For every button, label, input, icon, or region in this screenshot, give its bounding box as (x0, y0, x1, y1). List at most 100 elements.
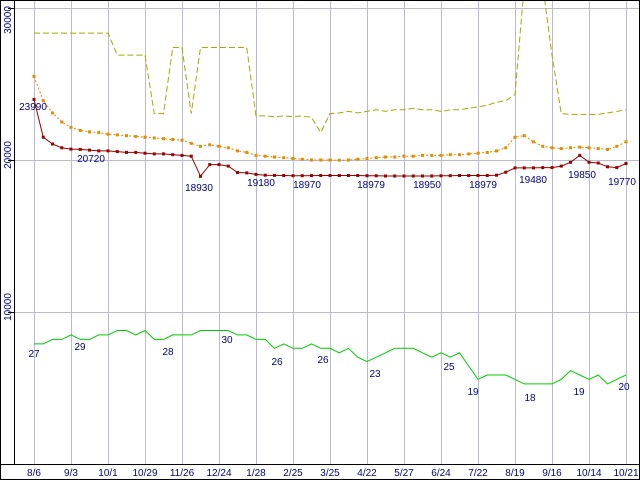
average-price-marker (467, 152, 471, 156)
average-price-marker (550, 146, 554, 150)
average-price-marker (32, 74, 36, 78)
lowest-price-marker (32, 97, 36, 101)
average-price-marker (347, 158, 350, 162)
x-tick-label: 2/25 (283, 468, 303, 479)
lowest-price-marker (587, 160, 591, 164)
average-price-marker (411, 154, 415, 158)
lowest-price-marker (199, 174, 202, 178)
average-price-marker (319, 158, 323, 162)
x-tick-label: 10/1 (98, 468, 118, 479)
lowest-price-marker (606, 165, 609, 169)
price-label: 18979 (469, 180, 497, 191)
average-price-marker (217, 144, 221, 148)
lowest-price-marker (226, 164, 230, 168)
count-label: 18 (524, 393, 536, 404)
lowest-price-marker (365, 174, 369, 178)
average-price-marker (41, 99, 45, 103)
lowest-price-marker (254, 172, 258, 176)
lowest-price-marker (439, 174, 443, 178)
average-price-marker (115, 133, 119, 137)
lowest-price-marker (282, 174, 286, 177)
average-price-marker (402, 154, 406, 158)
lowest-price-marker (393, 174, 397, 178)
lowest-price-marker (291, 174, 295, 178)
average-price-marker (430, 153, 434, 157)
lowest-price-marker (41, 135, 45, 139)
average-price-marker (300, 157, 304, 161)
lowest-price-marker (60, 146, 64, 150)
average-price-marker (189, 141, 193, 145)
average-price-marker (541, 144, 545, 148)
average-price-marker (532, 140, 535, 144)
lowest-price-marker (615, 166, 619, 170)
average-price-marker (328, 158, 332, 162)
average-price-marker (236, 149, 239, 153)
average-price-marker (254, 153, 258, 157)
lowest-price-marker (78, 147, 82, 151)
average-price-marker (263, 154, 267, 158)
average-price-marker (51, 111, 54, 115)
lowest-price-marker (115, 150, 119, 154)
price-label: 23990 (19, 102, 47, 113)
lowest-price-marker (263, 173, 267, 177)
average-price-marker (208, 143, 212, 147)
lowest-price-marker (384, 174, 387, 178)
x-tick-label: 1/28 (246, 468, 266, 479)
lowest-price-marker (402, 174, 406, 178)
y-tick-label: 10000 (3, 293, 14, 321)
average-price-marker (485, 150, 489, 154)
count-label: 23 (369, 369, 381, 380)
average-price-marker (374, 156, 378, 160)
lowest-price-marker (448, 174, 452, 178)
count-label: 20 (618, 382, 630, 393)
average-price-marker (606, 147, 609, 151)
lowest-price-marker (208, 163, 212, 167)
count-label: 27 (28, 349, 40, 360)
average-price-marker (78, 128, 82, 132)
average-price-marker (458, 153, 461, 157)
x-tick-label: 8/6 (27, 468, 41, 479)
lowest-price-marker (189, 154, 193, 158)
count-point-labels: 27 29 28 30 26 26 23 25 19 18 19 20 (28, 335, 630, 404)
lowest-price-marker (596, 161, 600, 165)
lowest-price-marker (569, 160, 572, 164)
average-price-marker (199, 144, 202, 148)
lowest-price-marker (162, 152, 165, 156)
price-label: 18950 (413, 180, 441, 191)
x-tick-label: 9/16 (542, 468, 562, 479)
lowest-price-marker (69, 147, 73, 151)
average-price-marker (578, 145, 582, 149)
lowest-price-marker (430, 174, 434, 178)
lowest-price-marker (421, 174, 424, 178)
price-label: 19770 (608, 177, 636, 188)
highest-price-series (34, 0, 627, 134)
lowest-price-marker (541, 166, 545, 170)
average-price-marker (143, 135, 147, 139)
average-price-marker (226, 146, 230, 150)
average-price-marker (282, 156, 286, 160)
average-price-marker (337, 158, 341, 162)
average-price-marker (596, 147, 600, 151)
average-price-marker (559, 147, 563, 151)
x-tick-label: 4/22 (357, 468, 377, 479)
gridlines (14, 0, 640, 464)
lowest-price-marker (134, 150, 138, 154)
average-price-marker (495, 149, 498, 153)
x-tick-label: 10/14 (576, 468, 601, 479)
x-tick-label: 9/3 (64, 468, 78, 479)
average-price-marker (152, 136, 156, 140)
lowest-price-marker (374, 174, 378, 178)
x-tick-label: 10/29 (132, 468, 157, 479)
price-label: 19180 (247, 178, 275, 189)
lowest-price-marker (51, 142, 54, 146)
average-price-marker (615, 144, 619, 148)
average-price-marker (587, 146, 591, 150)
lowest-price-marker (411, 174, 415, 178)
average-price-marker (513, 135, 517, 139)
average-price-marker (365, 157, 369, 160)
lowest-price-marker (180, 153, 184, 157)
lowest-price-marker (522, 166, 526, 170)
price-label: 18979 (357, 180, 385, 191)
average-price-marker (97, 131, 101, 135)
